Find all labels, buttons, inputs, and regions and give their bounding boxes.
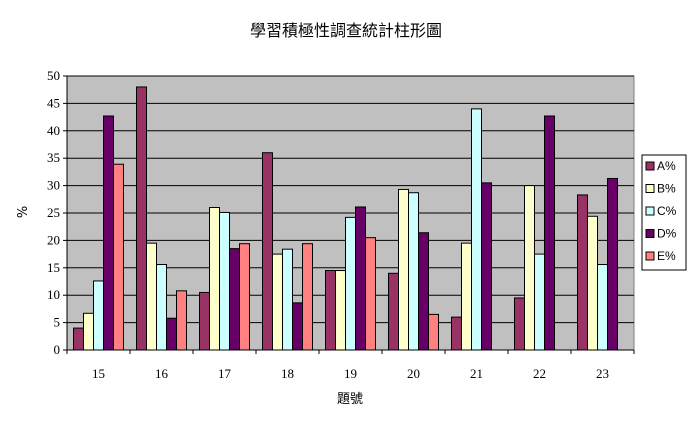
legend-label: C% [657,204,677,218]
bar-A%-23 [577,194,588,351]
bar-C%-17 [219,211,230,351]
x-tick-label: 16 [155,366,169,381]
x-tick-label: 19 [344,366,357,381]
bar-A%-16 [136,86,147,351]
bar-E%-15 [113,163,124,351]
x-axis-ticks: 15 16 17 18 19 20 21 22 23 [66,350,635,381]
bar-E%-17 [239,243,250,351]
bar-A%-15 [73,327,84,351]
bar-D%-20 [418,232,429,351]
x-tick-label: 22 [533,366,546,381]
bar-C%-23 [597,264,608,351]
bar-E%-20 [428,313,439,351]
bar-C%-22 [534,253,545,351]
x-tick-label: 23 [596,366,609,381]
bar-B%-21 [461,242,472,351]
legend-swatch [645,206,655,216]
bar-B%-15 [83,312,94,351]
y-axis-label: % [16,206,31,218]
y-tick-label: 45 [47,95,60,110]
bar-B%-16 [146,242,157,351]
bar-A%-18 [262,152,273,351]
y-tick-label: 40 [47,123,60,138]
bar-A%-20 [388,272,399,351]
bar-A%-21 [451,316,462,351]
x-tick-label: 20 [407,366,420,381]
bars [73,86,618,351]
bar-C%-20 [408,192,419,351]
y-tick-label: 35 [47,150,60,165]
legend-swatch [645,161,655,171]
x-tick-label: 15 [92,366,105,381]
bar-A%-22 [514,297,525,351]
bar-B%-18 [272,253,283,351]
legend-label: D% [657,227,677,241]
legend-swatch [645,184,655,193]
bar-B%-22 [524,185,535,351]
bar-D%-22 [544,115,555,351]
bar-C%-19 [345,216,356,351]
y-tick-label: 5 [54,315,61,330]
x-tick-label: 17 [218,366,232,381]
bar-C%-21 [471,108,482,351]
y-tick-label: 15 [47,260,60,275]
bar-D%-16 [166,317,177,351]
bar-D%-15 [103,115,114,351]
bar-D%-17 [229,248,240,351]
bar-C%-18 [282,248,293,351]
bar-A%-19 [325,270,336,351]
y-tick-label: 50 [47,68,60,83]
bar-E%-16 [176,290,187,351]
y-tick-label: 10 [47,287,60,302]
bar-B%-20 [398,188,409,351]
x-axis-label: 題號 [337,392,363,407]
legend: A% B% C% D% E% [641,154,687,271]
legend-label: A% [657,159,676,173]
y-axis-ticks: 0 5 10 15 20 25 30 35 40 45 50 [47,68,634,357]
legend-swatch [645,251,655,261]
bar-B%-23 [587,215,598,351]
bar-E%-18 [302,243,313,351]
y-tick-label: 25 [47,205,60,220]
bar-C%-16 [156,264,167,351]
legend-label: E% [657,249,676,263]
legend-label: B% [657,182,676,196]
y-tick-label: 30 [47,178,60,193]
bar-D%-21 [481,182,492,351]
bar-B%-19 [335,270,346,351]
bar-B%-17 [209,207,220,351]
x-tick-label: 21 [470,366,483,381]
bar-D%-18 [292,302,303,351]
bar-C%-15 [93,280,104,351]
x-tick-label: 18 [281,366,294,381]
bar-D%-19 [355,206,366,351]
chart-title: 學習積極性調查統計柱形圖 [250,21,442,40]
y-tick-label: 20 [47,232,60,247]
bar-D%-23 [607,177,618,351]
y-tick-label: 0 [54,342,61,357]
bar-A%-17 [199,291,210,351]
bar-E%-19 [365,237,376,351]
legend-swatch [645,229,655,238]
